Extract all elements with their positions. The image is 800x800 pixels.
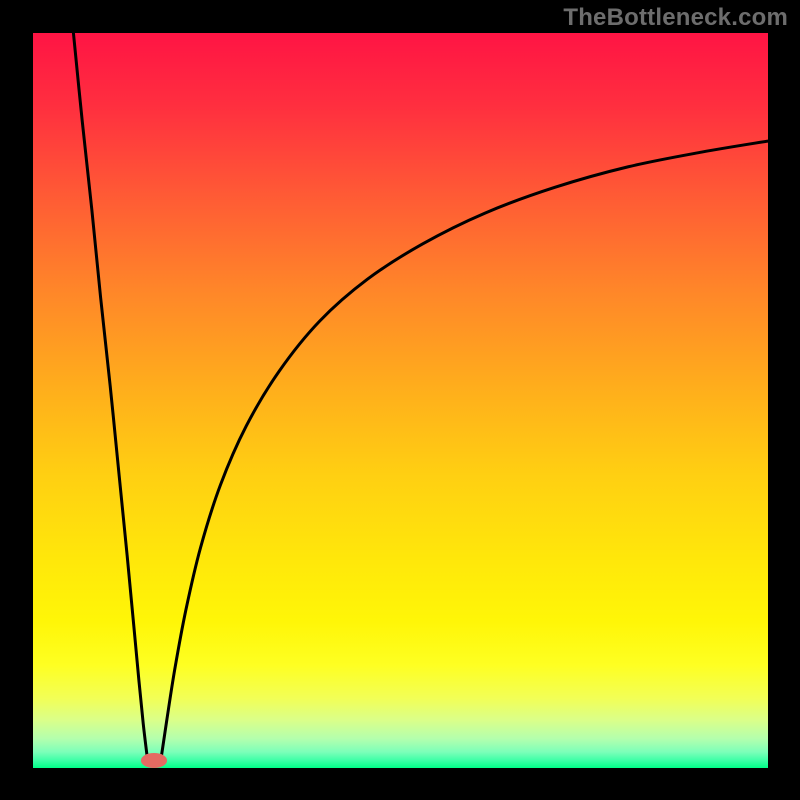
curve-path xyxy=(73,33,147,755)
chart-container: TheBottleneck.com xyxy=(0,0,800,800)
curve-path xyxy=(162,141,768,755)
curves-layer xyxy=(33,33,768,768)
plot-area xyxy=(33,33,768,768)
watermark-text: TheBottleneck.com xyxy=(563,4,788,32)
